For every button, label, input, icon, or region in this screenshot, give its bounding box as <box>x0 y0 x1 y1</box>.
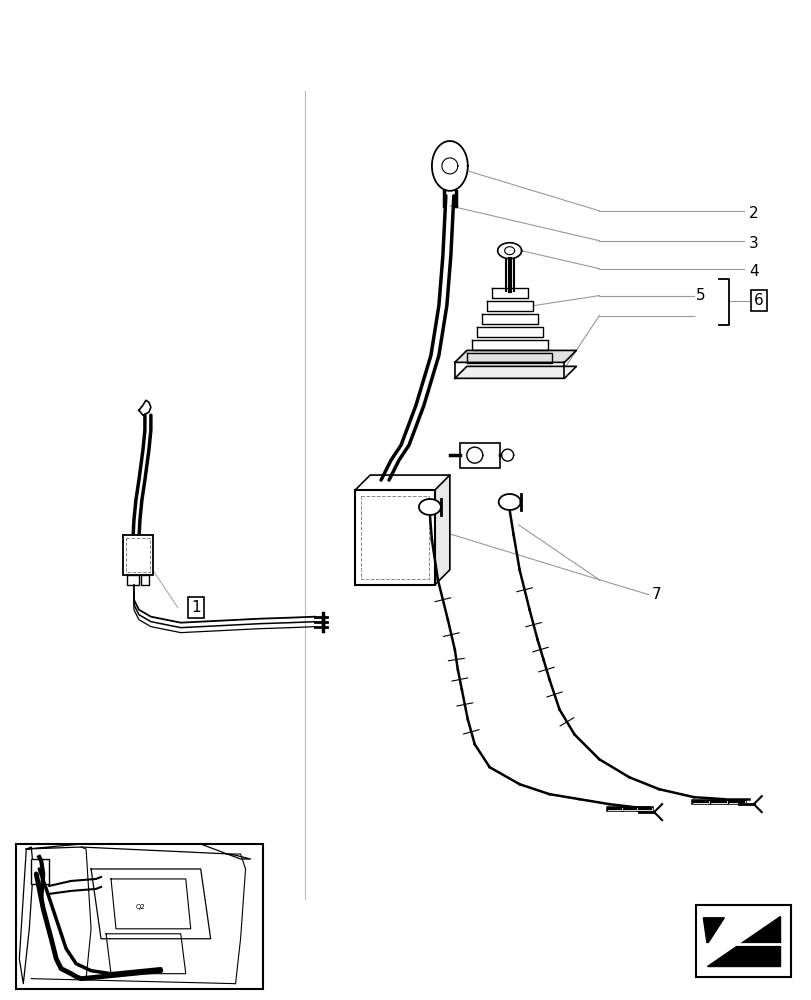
Polygon shape <box>498 494 520 510</box>
Bar <box>127 575 139 585</box>
Bar <box>122 535 152 575</box>
Polygon shape <box>486 301 532 311</box>
Polygon shape <box>497 243 521 259</box>
Polygon shape <box>454 366 576 378</box>
Text: 4: 4 <box>748 264 757 279</box>
Polygon shape <box>501 449 513 461</box>
Text: 3: 3 <box>748 236 757 251</box>
Bar <box>354 490 435 585</box>
Polygon shape <box>435 475 449 585</box>
Bar <box>695 905 790 977</box>
Bar <box>459 443 499 468</box>
Text: Q2: Q2 <box>135 904 145 910</box>
Polygon shape <box>431 141 467 191</box>
Polygon shape <box>491 288 527 298</box>
Text: 2: 2 <box>748 206 757 221</box>
Text: 1: 1 <box>191 600 200 615</box>
Text: 5: 5 <box>695 288 705 303</box>
Text: 7: 7 <box>651 587 661 602</box>
Text: 6: 6 <box>753 293 762 308</box>
Polygon shape <box>481 314 537 324</box>
Polygon shape <box>418 499 440 515</box>
Bar <box>126 538 150 572</box>
Bar <box>141 575 148 585</box>
Polygon shape <box>476 327 542 337</box>
Polygon shape <box>702 918 723 944</box>
Polygon shape <box>471 340 547 350</box>
Bar <box>16 844 263 989</box>
Bar <box>361 496 428 579</box>
Polygon shape <box>454 350 576 362</box>
Polygon shape <box>466 353 551 363</box>
Bar <box>32 859 49 884</box>
Polygon shape <box>466 447 483 463</box>
Polygon shape <box>139 400 151 415</box>
Polygon shape <box>706 916 779 966</box>
